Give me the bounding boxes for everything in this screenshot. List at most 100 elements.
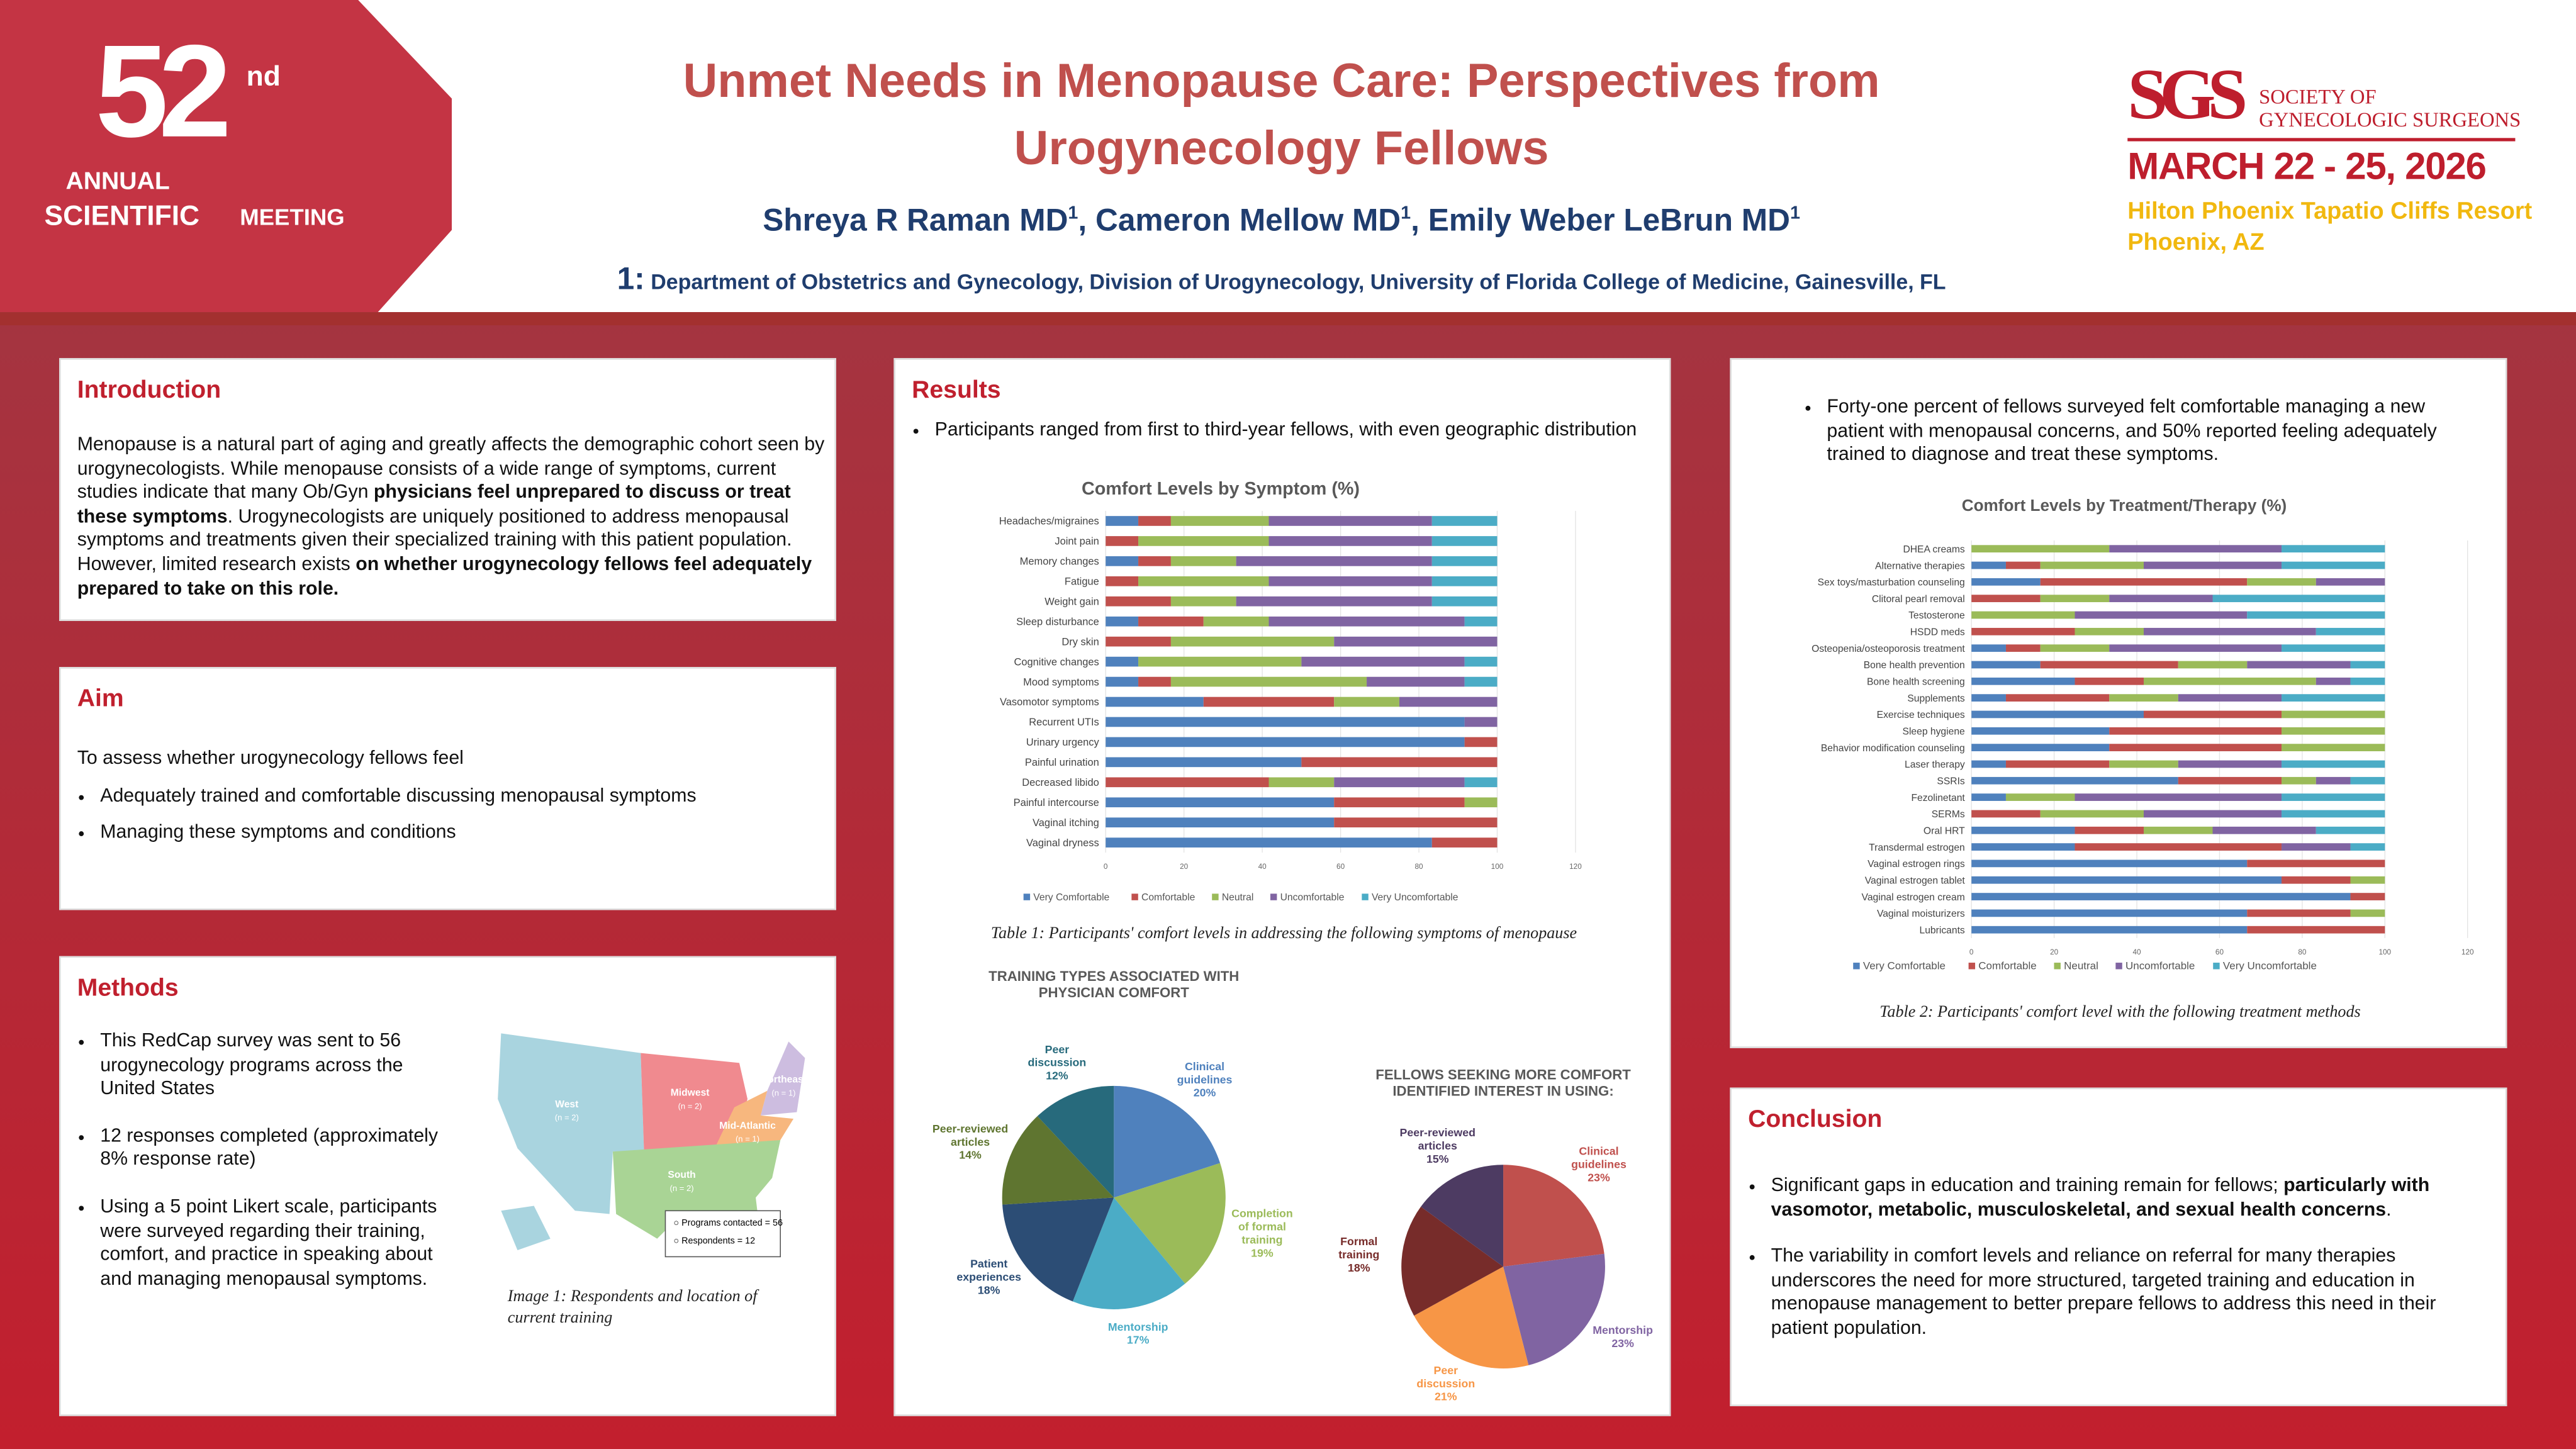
pie-slice — [1037, 1085, 1114, 1198]
chart-title: PHYSICIAN COMFORT — [1039, 985, 1190, 1000]
bar-segment-uncomfortable — [1399, 697, 1498, 707]
results-continued-panel: Forty-one percent of fellows surveyed fe… — [1730, 358, 2507, 1048]
category-label: Painful urination — [1025, 757, 1099, 768]
bar-segment-comfortable — [1971, 810, 2041, 818]
bar-segment-comfortable — [2350, 893, 2385, 900]
bar-segment-uncomfortable — [2075, 793, 2282, 801]
sgs-mark: SGS — [2127, 54, 2248, 135]
category-label: Sleep disturbance — [1016, 616, 1099, 627]
section-heading: Aim — [77, 685, 124, 713]
treatment-comfort-chart: Comfort Levels by Treatment/Therapy (%) 0… — [1812, 496, 2474, 971]
bar-segment-very-uncomfortable — [1464, 777, 1498, 788]
bar-segment-very-comfortable — [1971, 578, 2041, 586]
bar-segment-neutral — [2143, 677, 2316, 685]
bar-segment-uncomfortable — [2247, 661, 2351, 669]
bar-segment-neutral — [1170, 556, 1236, 566]
pie-data-label: Clinical guidelines 23% — [1571, 1145, 1627, 1184]
category-label: Cognitive changes — [1014, 656, 1099, 668]
bar-segment-neutral — [2282, 744, 2385, 751]
training-types-pie: TRAINING TYPES ASSOCIATED WITHPHYSICIAN … — [932, 968, 1293, 1346]
category-label: Painful intercourse — [1014, 797, 1099, 808]
society-name-1: SOCIETY OF — [2259, 85, 2377, 109]
x-tick-label: 0 — [1104, 863, 1108, 871]
title-line-2: Urogynecology Fellows — [1014, 123, 1549, 176]
bar-segment-very-comfortable — [1971, 859, 2248, 868]
bar-segment-very-uncomfortable — [2350, 661, 2385, 669]
x-tick-label: 60 — [2215, 948, 2224, 956]
bar-segment-neutral — [2109, 760, 2178, 768]
bar-segment-comfortable — [2005, 644, 2041, 652]
category-label: Sleep hygiene — [1903, 727, 1966, 737]
conclusion-list: Significant gaps in education and traini… — [1748, 1175, 2471, 1341]
category-label: Vaginal estrogen rings — [1868, 859, 1965, 870]
bar-segment-comfortable — [1431, 837, 1498, 848]
bar-segment-uncomfortable — [1464, 717, 1498, 727]
bar-segment-uncomfortable — [2109, 595, 2213, 603]
bar-segment-very-uncomfortable — [2282, 760, 2385, 768]
map-region-west — [498, 1033, 644, 1214]
bar-segment-neutral — [2178, 661, 2248, 669]
bar-segment-very-comfortable — [1971, 843, 2075, 851]
results-text: Forty-one percent of fellows surveyed fe… — [1804, 396, 2453, 481]
category-label: Fatigue — [1065, 576, 1099, 588]
bar-segment-neutral — [1138, 536, 1269, 546]
bar-segment-very-uncomfortable — [2282, 694, 2385, 702]
title-line-1: Unmet Needs in Menopause Care: Perspecti… — [683, 55, 1880, 109]
bar-segment-neutral — [1170, 636, 1335, 647]
bar-segment-neutral — [2143, 826, 2213, 834]
bar-segment-comfortable — [2109, 744, 2282, 751]
bar-segment-neutral — [1464, 797, 1498, 808]
list-item: Managing these symptoms and conditions — [100, 822, 824, 846]
introduction-text: Menopause is a natural part of aging and… — [77, 434, 825, 601]
bar-segment-very-uncomfortable — [2350, 776, 2385, 785]
bar-segment-very-comfortable — [1971, 793, 2006, 801]
legend-label: Comfortable — [1978, 959, 2036, 971]
aim-panel: Aim To assess whether urogynecology fell… — [59, 667, 836, 910]
category-label: Memory changes — [1020, 556, 1099, 568]
bar-segment-neutral — [2282, 776, 2316, 785]
bar-segment-uncomfortable — [1268, 536, 1432, 546]
bar-segment-very-uncomfortable — [1431, 556, 1498, 566]
results-panel: Results Participants ranged from first t… — [893, 358, 1671, 1416]
bar-segment-neutral — [2350, 909, 2385, 917]
bar-segment-very-comfortable — [1971, 876, 2282, 884]
bar-segment-very-uncomfortable — [1464, 656, 1498, 667]
category-label: Recurrent UTIs — [1029, 717, 1099, 728]
map-region-alaska — [501, 1206, 551, 1250]
bar-segment-uncomfortable — [2109, 644, 2282, 652]
legend-swatch — [1212, 893, 1219, 900]
category-label: Vaginal moisturizers — [1877, 909, 1965, 919]
legend-label: Very Uncomfortable — [2223, 959, 2317, 971]
bar-segment-very-comfortable — [1106, 676, 1139, 687]
bar-segment-very-comfortable — [1971, 909, 2248, 917]
bar-segment-uncomfortable — [2075, 611, 2248, 619]
bar-segment-very-comfortable — [1971, 744, 2110, 751]
bar-segment-uncomfortable — [2143, 627, 2316, 635]
category-label: Oral HRT — [1924, 825, 1965, 836]
pie-data-label: Peer discussion 12% — [1028, 1043, 1087, 1082]
society-name: SOCIETY OF GYNECOLOGIC SURGEONS — [2259, 86, 2521, 131]
divider — [2127, 138, 2516, 142]
bar-segment-neutral — [1334, 697, 1399, 707]
map-legend-box — [664, 1210, 781, 1258]
category-label: Dry skin — [1061, 636, 1099, 647]
bar-segment-comfortable — [2075, 677, 2144, 685]
bar-segment-uncomfortable — [2316, 776, 2351, 785]
bar-segment-very-comfortable — [1971, 760, 2006, 768]
map-region-count: (n = 2) — [555, 1113, 579, 1122]
x-tick-label: 40 — [1258, 863, 1267, 871]
category-label: Osteopenia/osteoporosis treatment — [1812, 644, 1965, 654]
legend-label: Uncomfortable — [2125, 959, 2195, 971]
bar-segment-very-comfortable — [1106, 516, 1139, 526]
poster-title: Unmet Needs in Menopause Care: Perspecti… — [542, 49, 2021, 184]
bar-segment-neutral — [1971, 611, 2075, 619]
bar-segment-neutral — [2350, 876, 2385, 884]
category-label: Bone health screening — [1867, 677, 1965, 688]
legend-swatch — [1362, 893, 1369, 900]
category-label: Alternative therapies — [1875, 561, 1965, 571]
pie-slice — [1401, 1206, 1504, 1316]
bar-segment-very-comfortable — [1971, 661, 2041, 669]
bar-segment-very-comfortable — [1971, 561, 2006, 569]
category-label: Exercise techniques — [1877, 710, 1965, 720]
